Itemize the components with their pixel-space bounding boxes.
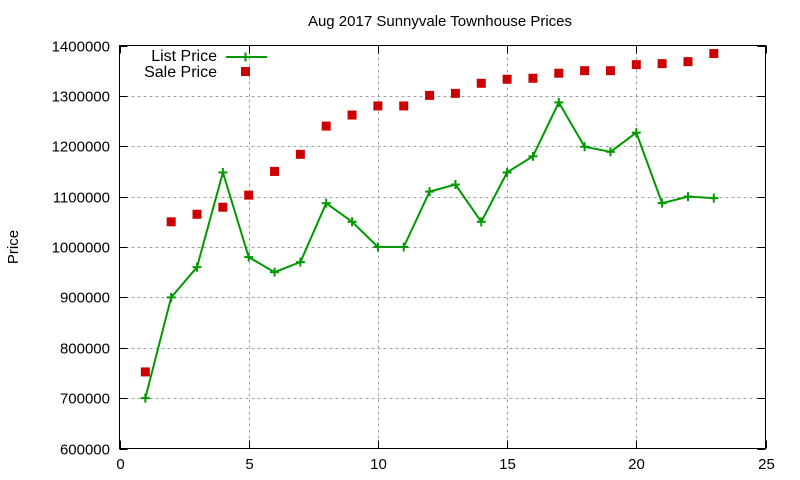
y-axis-label: Price — [5, 230, 22, 264]
legend-label-list-price: List Price — [151, 48, 217, 65]
square-marker-icon — [241, 67, 250, 76]
series-sale-price — [140, 49, 719, 377]
chart-title: Aug 2017 Sunnyvale Townhouse Prices — [308, 13, 572, 30]
plus-marker-icon — [241, 52, 250, 62]
x-tick-label: 0 — [116, 456, 124, 473]
x-tick-label: 10 — [370, 456, 387, 473]
legend: List Price Sale Price — [144, 48, 267, 81]
y-tick-label: 1200000 — [52, 139, 110, 156]
plot-frame — [119, 45, 766, 449]
y-tick-label: 700000 — [60, 391, 110, 408]
y-tick-label: 800000 — [60, 341, 110, 358]
y-tick-label: 900000 — [60, 290, 110, 307]
legend-label-sale-price: Sale Price — [144, 64, 217, 81]
y-tick-label: 600000 — [60, 442, 110, 459]
x-tick-label: 25 — [758, 456, 775, 473]
axis-ticks — [119, 45, 767, 450]
x-tick-label: 15 — [499, 456, 516, 473]
x-tick-label: 20 — [628, 456, 645, 473]
y-tick-label: 1400000 — [52, 39, 110, 56]
grid-lines — [119, 45, 766, 449]
y-tick-label: 1100000 — [53, 190, 110, 207]
x-tick-label: 5 — [245, 456, 253, 473]
series-list-price — [140, 97, 719, 403]
y-tick-label: 1000000 — [52, 240, 110, 257]
x-tick-labels: 0 5 10 15 20 25 — [116, 456, 775, 473]
y-tick-label: 1300000 — [52, 89, 110, 106]
y-tick-labels: 600000 700000 800000 900000 1000000 1100000 12… — [52, 39, 110, 459]
